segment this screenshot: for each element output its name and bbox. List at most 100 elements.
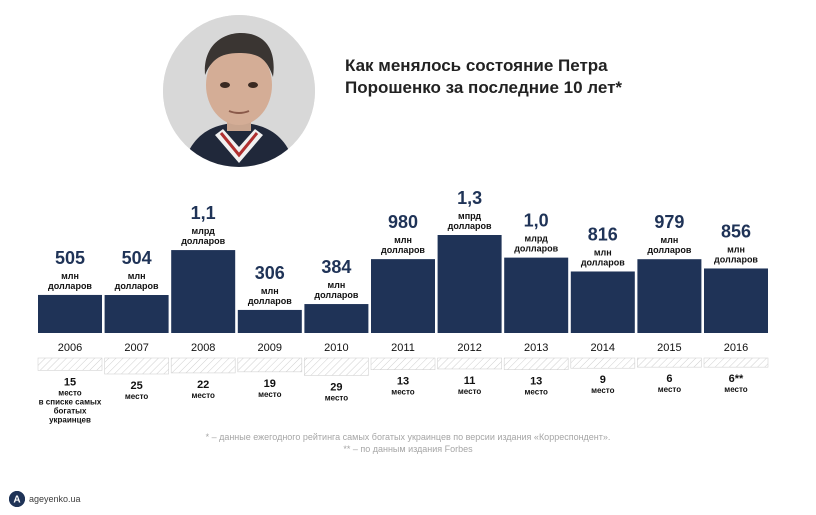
unit-label-2007: долларов — [115, 281, 159, 291]
footnote-1: * – данные ежегодного рейтинга самых бог… — [205, 432, 611, 442]
unit-label-2009: млн — [261, 286, 279, 296]
chart-title: Как менялось состояние Петра Порошенко з… — [345, 55, 675, 99]
rank-label-2011: 13 — [397, 376, 409, 388]
portrait-photo — [163, 15, 315, 167]
value-label-2007: 504 — [122, 248, 152, 268]
portrait-illustration — [163, 15, 315, 167]
rank-marker-2007 — [104, 357, 169, 375]
rank-caption-2006: место — [58, 388, 82, 397]
value-label-2010: 384 — [321, 257, 351, 277]
rank-marker-2006 — [37, 357, 103, 371]
year-label-2006: 2006 — [58, 342, 82, 354]
rank-caption-2010: место — [325, 393, 349, 402]
rank-caption-2011: место — [391, 388, 415, 397]
unit-label-2015: млн — [660, 235, 678, 245]
rank-label-2007: 25 — [130, 380, 142, 392]
value-label-2014: 816 — [588, 224, 618, 244]
unit-label-2011: долларов — [381, 245, 425, 255]
rank-caption-2006: в списке самых — [39, 397, 102, 406]
unit-label-2008: долларов — [181, 236, 225, 246]
bar-2009 — [237, 309, 302, 333]
rank-caption-2016: место — [724, 385, 748, 394]
svg-text:A: A — [13, 495, 20, 506]
title-line-1: Как менялось состояние Петра — [345, 56, 608, 75]
value-label-2009: 306 — [255, 263, 285, 283]
bar-2014 — [570, 271, 635, 333]
rank-marker-2010 — [304, 357, 369, 376]
unit-label-2012: долларов — [448, 221, 492, 231]
bar-2011 — [371, 259, 435, 333]
rank-label-2015: 6 — [666, 373, 672, 385]
value-label-2006: 505 — [55, 248, 85, 268]
unit-label-2016: долларов — [714, 254, 758, 264]
value-label-2011: 980 — [388, 212, 418, 232]
unit-label-2015: долларов — [647, 245, 691, 255]
year-label-2008: 2008 — [191, 342, 215, 354]
bar-2015 — [637, 259, 702, 333]
value-labels-group: 505млндолларов504млндолларов1,1млрддолла… — [48, 188, 758, 306]
value-label-2013: 1,0 — [524, 211, 549, 231]
bar-2007 — [104, 295, 169, 333]
rank-caption-2006: богатых — [54, 406, 87, 415]
rank-caption-2013: место — [524, 388, 548, 397]
unit-label-2007: млн — [128, 271, 146, 281]
unit-label-2010: млн — [327, 280, 345, 290]
site-credit-text[interactable]: ageyenko.ua — [29, 494, 81, 504]
unit-label-2012: мпрд — [458, 211, 481, 221]
rank-label-2014: 9 — [600, 374, 606, 386]
value-label-2015: 979 — [654, 212, 684, 232]
unit-label-2010: долларов — [314, 290, 358, 300]
year-label-2014: 2014 — [591, 342, 615, 354]
rank-marker-2015 — [637, 357, 702, 368]
year-label-2015: 2015 — [657, 342, 681, 354]
rank-label-2010: 29 — [330, 381, 342, 393]
bar-2012 — [437, 235, 502, 333]
logo-mark: A — [9, 491, 25, 507]
bar-2008 — [171, 250, 236, 333]
bars-group — [38, 235, 768, 333]
unit-label-2011: млн — [394, 235, 412, 245]
bar-2016 — [704, 268, 768, 333]
unit-label-2009: долларов — [248, 296, 292, 306]
rank-label-2012: 11 — [464, 375, 476, 387]
rank-label-2008: 22 — [197, 379, 209, 391]
rank-label-2016: 6** — [729, 373, 744, 385]
rank-caption-2012: место — [458, 387, 482, 396]
value-label-2016: 856 — [721, 221, 751, 241]
rank-caption-2006: украинцев — [49, 415, 91, 424]
rank-label-2006: 15 — [64, 376, 76, 388]
rank-marker-2013 — [503, 357, 569, 370]
rank-caption-2007: место — [125, 392, 149, 401]
unit-label-2013: долларов — [514, 244, 558, 254]
site-credit[interactable]: A ageyenko.ua — [9, 491, 81, 507]
rank-label-2013: 13 — [530, 376, 542, 388]
rank-marker-2014 — [570, 357, 636, 369]
year-label-2011: 2011 — [391, 342, 415, 354]
title-line-2: Порошенко за последние 10 лет* — [345, 78, 623, 97]
value-label-2008: 1,1 — [191, 203, 216, 223]
rank-marker-2012 — [437, 357, 502, 370]
unit-label-2006: млн — [61, 271, 79, 281]
year-label-2007: 2007 — [124, 342, 148, 354]
rank-caption-2015: место — [658, 385, 682, 394]
logo-icon: A — [9, 491, 25, 507]
unit-label-2014: млн — [594, 247, 612, 257]
rank-marker-2016 — [703, 357, 769, 368]
bar-2013 — [504, 257, 569, 333]
net-worth-chart: 505млндолларов504млндолларов1,1млрддолла… — [37, 188, 769, 424]
rank-marker-2009 — [237, 357, 303, 373]
footnote-2: ** – по данным издания Forbes — [343, 444, 473, 454]
unit-label-2016: млн — [727, 244, 745, 254]
rank-marker-2008 — [170, 357, 236, 374]
year-label-2010: 2010 — [324, 342, 348, 354]
year-label-2009: 2009 — [258, 342, 282, 354]
value-label-2012: 1,3 — [457, 188, 482, 208]
rank-caption-2009: место — [258, 390, 282, 399]
rank-caption-2014: место — [591, 386, 615, 395]
rank-caption-2008: место — [191, 391, 215, 400]
unit-label-2014: долларов — [581, 257, 625, 267]
unit-label-2013: млрд — [525, 234, 549, 244]
bar-2006 — [38, 294, 102, 333]
year-label-2016: 2016 — [724, 342, 748, 354]
